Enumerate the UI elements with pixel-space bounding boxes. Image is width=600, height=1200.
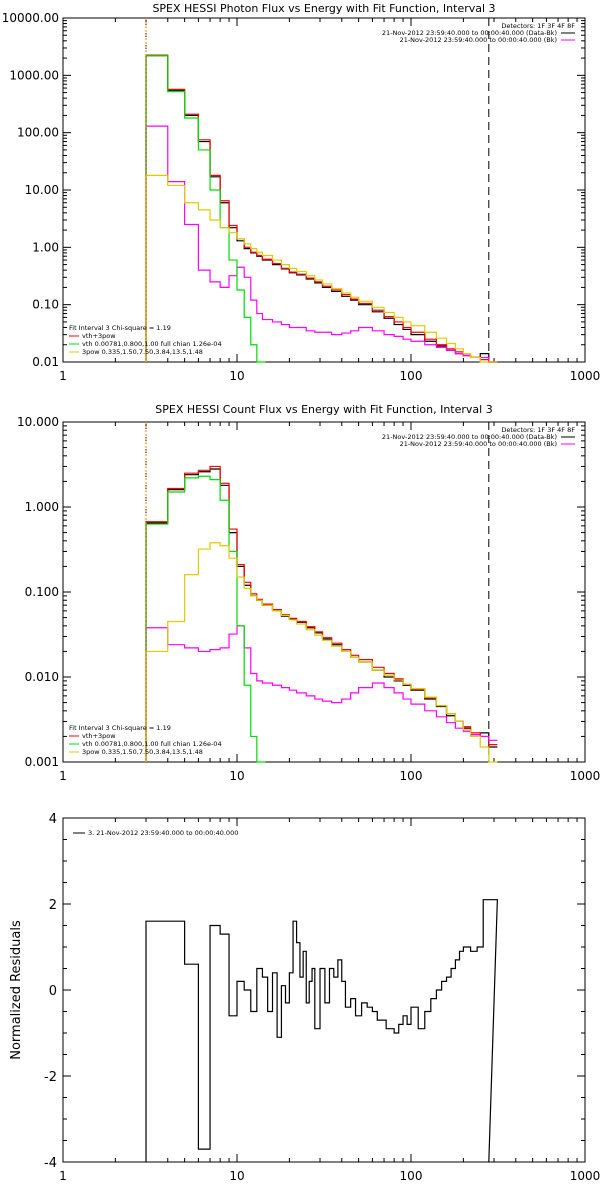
x-tick-label: 10 bbox=[229, 369, 244, 383]
x-tick-label: 1000 bbox=[570, 769, 600, 783]
x-tick-label: 1000 bbox=[570, 1169, 600, 1183]
chart-title-2: SPEX HESSI Count Flux vs Energy with Fit… bbox=[155, 403, 492, 416]
x-tick-label: 100 bbox=[400, 769, 423, 783]
legend-bottom-left-text: vth+3pow bbox=[82, 732, 116, 740]
y-tick-label: 10.00 bbox=[25, 183, 59, 197]
series-line-3 bbox=[145, 625, 498, 762]
y-tick-label: 1.00 bbox=[32, 240, 59, 254]
plot-frame-2 bbox=[62, 421, 586, 763]
plot-frame-3 bbox=[62, 817, 586, 1163]
legend-bottom-left-text: 3pow 0.335,1.50,7.50,3.84,13.5,1.48 bbox=[82, 348, 203, 356]
x-tick-label: 1 bbox=[59, 1169, 67, 1183]
legend-bottom-left-text: Fit Interval 3 Chi-square = 1.19 bbox=[69, 324, 171, 332]
series-line-3 bbox=[145, 125, 498, 363]
y-tick-label: 10.000 bbox=[17, 415, 59, 429]
y-tick-label: 0.010 bbox=[25, 670, 59, 684]
legend-bottom-left-text: vth 0.00781,0.800,1.00 full chian 1.26e-… bbox=[82, 740, 222, 748]
series-line-1 bbox=[145, 468, 498, 762]
y-tick-label: 0.01 bbox=[32, 355, 59, 369]
legend-top-right-text: Detectors: 1F 3F 4F 8F bbox=[501, 426, 575, 434]
x-tick-label: 1 bbox=[59, 369, 67, 383]
x-tick-label: 100 bbox=[400, 1169, 423, 1183]
series-line-4 bbox=[145, 55, 266, 363]
legend-bottom-left-text: vth+3pow bbox=[82, 332, 116, 340]
y-tick-label: 0.001 bbox=[25, 755, 59, 769]
chart-title-1: SPEX HESSI Photon Flux vs Energy with Fi… bbox=[152, 2, 495, 15]
y-tick-label: 0.100 bbox=[25, 585, 59, 599]
legend-bottom-left-text: vth 0.00781,0.800,1.00 full chian 1.26e-… bbox=[82, 340, 222, 348]
y-tick-label: -2 bbox=[44, 1070, 57, 1085]
y-tick-label: 100.00 bbox=[17, 126, 59, 140]
y-tick-label: 2 bbox=[49, 898, 57, 913]
y-tick-label: 1.000 bbox=[25, 500, 59, 514]
x-tick-label: 1 bbox=[59, 769, 67, 783]
series-line-1 bbox=[145, 899, 498, 1163]
x-tick-label: 10 bbox=[229, 1169, 244, 1183]
y-tick-label: -4 bbox=[44, 1156, 57, 1171]
legend-bottom-left-text: Fit Interval 3 Chi-square = 1.19 bbox=[69, 724, 171, 732]
x-tick-label: 1000 bbox=[570, 369, 600, 383]
series-line-5 bbox=[145, 174, 498, 363]
legend-top-right-text: 21-Nov-2012 23:59:40.000 to 00:00:40.000… bbox=[382, 433, 557, 441]
legend-bottom-left-text: 3pow 0.335,1.50,7.50,3.84,13.5,1.48 bbox=[82, 748, 203, 756]
legend-top-right-text: 21-Nov-2012 23:59:40.000 to 00:00:40.000… bbox=[400, 440, 557, 448]
y-tick-label: 0 bbox=[49, 984, 57, 999]
legend-top-right-text: 21-Nov-2012 23:59:40.000 to 00:00:40.000… bbox=[400, 36, 557, 44]
legend-top-right-text: Detectors: 1F 3F 4F 8F bbox=[501, 22, 575, 30]
y-tick-label: 4 bbox=[49, 812, 57, 827]
series-line-4 bbox=[145, 475, 266, 763]
y-axis-label: Normalized Residuals bbox=[9, 920, 24, 1060]
y-tick-label: 0.10 bbox=[32, 298, 59, 312]
x-tick-label: 10 bbox=[229, 769, 244, 783]
legend-text: 3. 21-Nov-2012 23:59:40.000 to 00:00:40.… bbox=[88, 829, 238, 837]
plot-frame-1 bbox=[62, 17, 586, 363]
series-line-5 bbox=[145, 542, 498, 763]
series-line-2 bbox=[145, 465, 498, 762]
x-tick-label: 100 bbox=[400, 369, 423, 383]
legend-top-right-text: 21-Nov-2012 23:59:40.000 to 00:00:40.000… bbox=[382, 29, 557, 37]
y-tick-label: 10000.00 bbox=[2, 11, 59, 25]
y-tick-label: 1000.00 bbox=[9, 68, 59, 82]
